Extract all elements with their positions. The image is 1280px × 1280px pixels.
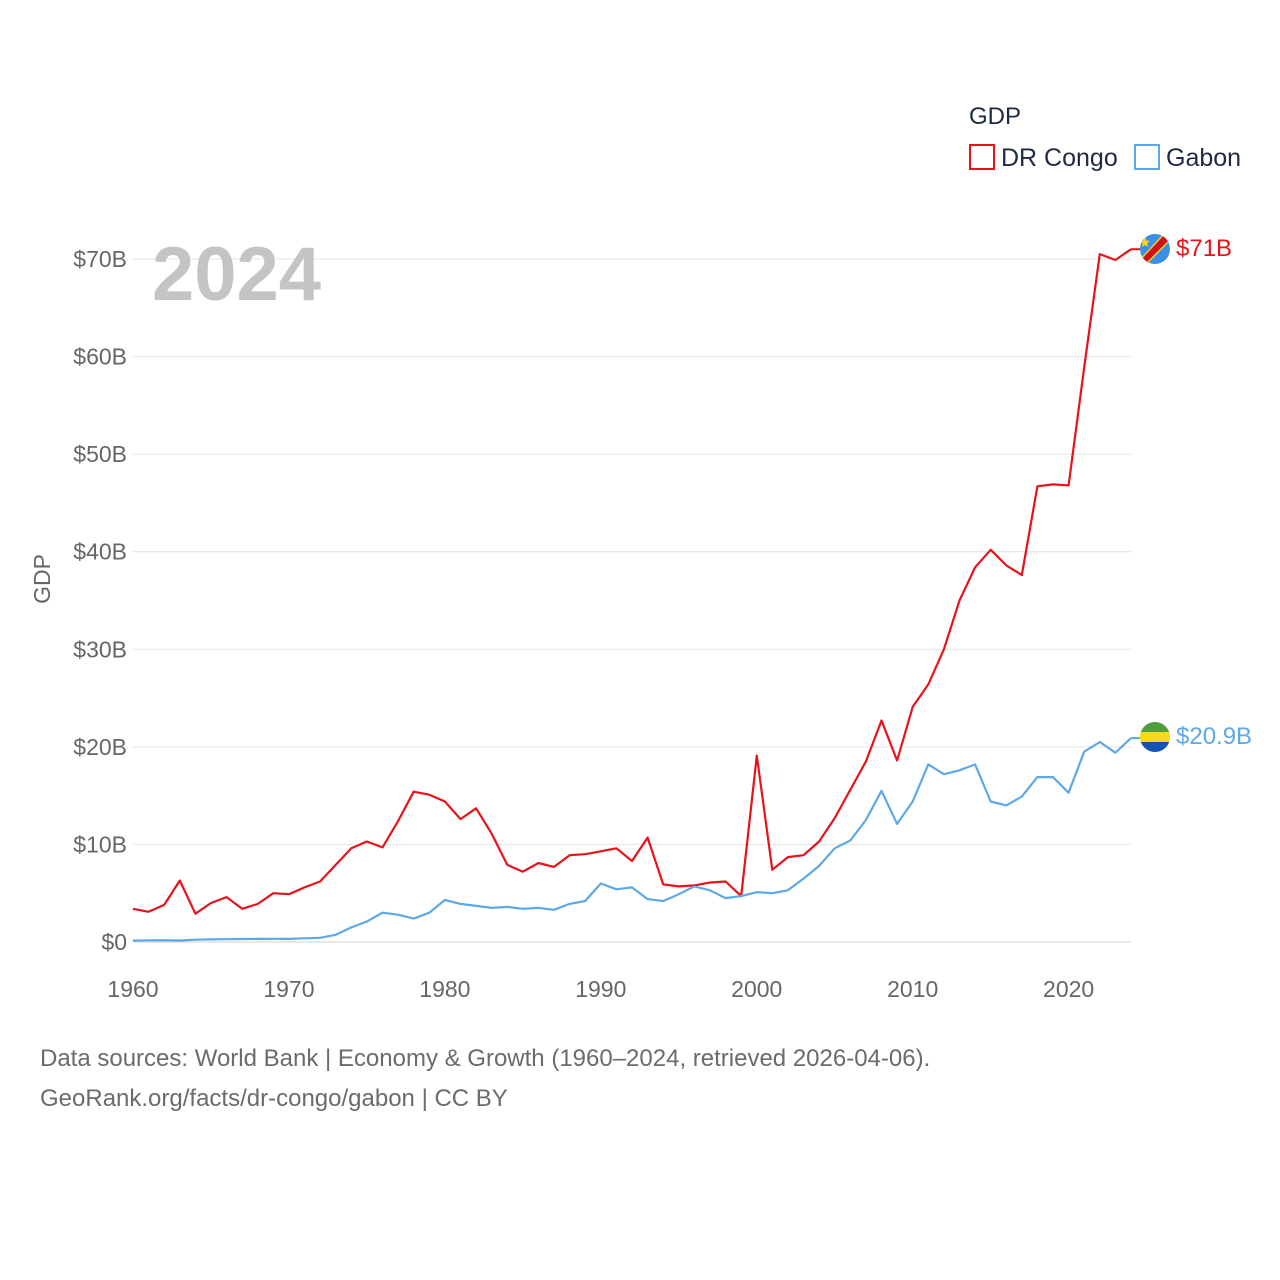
legend-swatch-gabon [1134, 144, 1160, 170]
end-label-gabon: $20.9B [1176, 723, 1252, 750]
dr-congo-flag-icon [1140, 234, 1170, 264]
series-line-gabon[interactable] [132, 737, 1132, 942]
legend: GDP DR Congo Gabon [969, 103, 1241, 172]
series-layer [132, 248, 1140, 942]
x-tick-label: 1970 [263, 976, 314, 1002]
footer-sources: Data sources: World Bank | Economy & Gro… [40, 1045, 931, 1072]
series-line-dr-congo[interactable] [132, 248, 1132, 915]
gabon-flag-icon [1140, 722, 1170, 752]
y-tick-label: $20B [73, 734, 127, 760]
x-tick-label: 1990 [575, 976, 626, 1002]
y-tick-label: $50B [73, 441, 127, 467]
legend-title: GDP [969, 103, 1021, 130]
legend-label-dr-congo: DR Congo [1001, 144, 1118, 172]
y-tick-label: $70B [73, 246, 127, 272]
legend-swatch-dr-congo [969, 144, 995, 170]
y-tick-label: $30B [73, 636, 127, 662]
y-axis-title: GDP [29, 554, 55, 604]
x-tick-label: 2010 [887, 976, 938, 1002]
y-tick-label: $10B [73, 831, 127, 857]
x-tick-label: 1980 [419, 976, 470, 1002]
y-tick-label: $0 [101, 929, 127, 955]
end-label-dr-congo: $71B [1176, 235, 1232, 262]
y-axis-ticks: $0 $10B $20B $30B $40B $50B $60B $70B [73, 246, 127, 955]
legend-item-gabon[interactable]: Gabon [1134, 144, 1241, 172]
y-tick-label: $40B [73, 539, 127, 565]
grid-lines [133, 258, 1131, 943]
footer-attribution[interactable]: GeoRank.org/facts/dr-congo/gabon | CC BY [40, 1085, 508, 1112]
legend-item-dr-congo[interactable]: DR Congo [969, 144, 1118, 172]
x-tick-label: 1960 [107, 976, 158, 1002]
year-watermark: 2024 [152, 232, 321, 317]
legend-label-gabon: Gabon [1166, 144, 1241, 172]
x-tick-label: 2020 [1043, 976, 1094, 1002]
x-tick-label: 2000 [731, 976, 782, 1002]
y-tick-label: $60B [73, 344, 127, 370]
x-axis-ticks: 1960 1970 1980 1990 2000 2010 2020 [107, 976, 1094, 1002]
